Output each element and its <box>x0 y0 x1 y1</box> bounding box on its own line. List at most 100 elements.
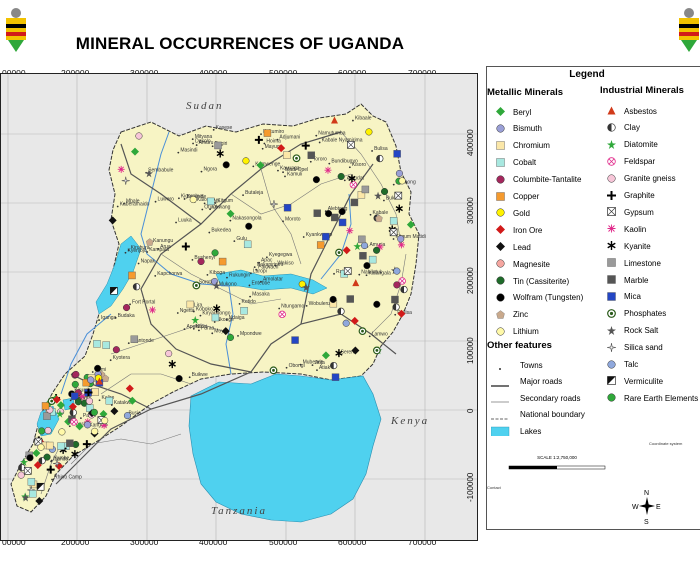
scale-bar: SCALE 1:2,750,000 <box>507 455 607 478</box>
wolfram-tungsten-occurrence <box>94 364 102 372</box>
clay-occurrence <box>18 463 26 472</box>
legend-item-cobalt: Cobalt <box>496 156 536 170</box>
legend-label: Diatomite <box>624 140 658 150</box>
legend-item-rare-earth-elements: Rare Earth Elements <box>607 391 698 405</box>
town-label: Bushenyi <box>194 255 215 261</box>
cobalt-occurrence <box>93 340 101 348</box>
town-label: Nakasongola <box>232 216 261 222</box>
tin-cassiterite-occurrence <box>337 172 345 181</box>
x-tick-bottom: 400000 <box>199 537 228 547</box>
town-label: Rukungiri <box>229 273 250 279</box>
y-axis-right: 400000 300000 200000 100000 0 -100000 <box>466 129 475 502</box>
town-label: Laropi <box>253 268 267 274</box>
town-marker: Koboko <box>192 307 213 313</box>
town-marker: Arua <box>157 244 171 250</box>
wolfram-tungsten-occurrence <box>329 295 337 303</box>
town-label: Mityana <box>195 134 213 140</box>
lithium-occurrence <box>37 443 45 451</box>
diatomite-occurrence <box>20 457 29 466</box>
bismuth-occurrence <box>397 235 405 243</box>
marble-occurrence <box>350 198 359 207</box>
town-marker: Ibanda <box>50 456 69 462</box>
x-tick-bottom: 300000 <box>130 537 159 547</box>
legend-item-diatomite: Diatomite <box>607 138 658 152</box>
rare-earth-elements-occurrence <box>226 333 235 342</box>
y-tick: 100000 <box>466 337 475 364</box>
coordinate-system: Coordinate system <box>649 441 683 446</box>
gypsum-occurrence <box>343 267 352 275</box>
limestone-occurrence <box>130 335 139 343</box>
town-marker: Laropi <box>249 268 267 274</box>
circle-icon <box>496 208 505 217</box>
town-label: Kirumba <box>74 388 93 394</box>
star-icon <box>607 325 616 335</box>
town-marker: Kibaale <box>352 116 372 122</box>
legend-item-mica: Mica <box>607 290 641 304</box>
diatomite-occurrence <box>55 409 64 418</box>
x-tick-bottom: 200000 <box>61 537 90 547</box>
legend-label: Columbite-Tantalite <box>513 175 582 185</box>
town-marker: Mbale <box>123 199 140 205</box>
town-label: Kalongo <box>197 197 216 203</box>
town-label: Kangole <box>89 422 108 428</box>
legend-label: Rare Earth Elements <box>624 393 699 403</box>
town-label: Mukono <box>219 282 237 288</box>
town-label: Atiak <box>319 365 331 371</box>
town-marker: Kyenjojo <box>124 248 147 254</box>
legend-label: Towns <box>520 360 543 370</box>
legend-item-national-boundary: National boundary <box>491 408 585 422</box>
granite-gneiss-occurrence <box>44 426 52 435</box>
town-label: Kotido <box>242 299 256 305</box>
diatomite-occurrence <box>353 242 362 251</box>
town-marker: Kitgum <box>214 198 233 204</box>
town-marker: Kanungu <box>150 238 173 244</box>
sparkle-icon <box>607 342 617 352</box>
x-tick-bottom: 600000 <box>338 537 367 547</box>
limestone-occurrence <box>43 412 51 420</box>
town-marker: Nakasongola <box>229 216 262 222</box>
town-marker: Kyotera <box>109 355 130 361</box>
town-label: Yumbe <box>54 456 70 462</box>
gold-occurrence <box>298 280 306 288</box>
beryl-occurrence <box>99 409 108 418</box>
circle-icon <box>496 175 505 184</box>
feldspar-occurrence <box>349 180 358 189</box>
national-emblem-right <box>675 4 700 64</box>
town-marker: Nabilatuk <box>358 270 383 276</box>
town-label: Busia <box>128 411 141 417</box>
svg-text:E: E <box>656 504 661 511</box>
town-label: Mubende <box>303 360 324 366</box>
town-marker: Lamwo <box>368 331 388 337</box>
map-frame: Sudan Kenya Tanzania 400000 300000 20000… <box>0 73 478 541</box>
legend-label: Limestone <box>624 258 661 268</box>
town-marker: Kapchorwa <box>154 271 182 277</box>
lake-kyoga <box>215 269 328 295</box>
town-label: Kibaale <box>355 116 372 122</box>
beryl-occurrence <box>130 147 139 156</box>
copper-occurrence <box>218 257 227 266</box>
town-marker: Gulu <box>233 236 247 242</box>
town-label: Budaka <box>118 313 135 319</box>
town-label: Madi-Opel <box>285 167 308 173</box>
town-marker: Kyankwanzi <box>302 232 332 238</box>
town-label: Ibanda <box>53 456 69 462</box>
legend-label: Wolfram (Tungsten) <box>513 293 584 303</box>
town-marker: Kotido <box>238 299 256 305</box>
legend-item-bismuth: Bismuth <box>496 122 542 136</box>
town-marker: Apoka <box>183 324 201 330</box>
town-label: Kanungu <box>153 238 173 244</box>
town-label: Mpondwe <box>240 331 262 337</box>
square-icon <box>496 141 505 150</box>
wolfram-tungsten-occurrence <box>222 161 230 169</box>
phosphates-occurrence <box>372 346 381 355</box>
legend-item-graphite: Graphite <box>607 189 655 203</box>
legend-item-tin-cassiterite: Tin (Cassiterite) <box>496 274 569 288</box>
circle-icon <box>607 174 616 183</box>
town-label: Ngora <box>203 167 217 173</box>
lithium-occurrence <box>91 427 99 435</box>
legend-label: Talc <box>624 360 639 369</box>
legend-title: Legend <box>569 69 605 80</box>
kyanite-occurrence <box>335 349 343 358</box>
legend-item-silica-sand: Silica sand <box>607 341 663 355</box>
lithium-occurrence <box>101 417 109 425</box>
